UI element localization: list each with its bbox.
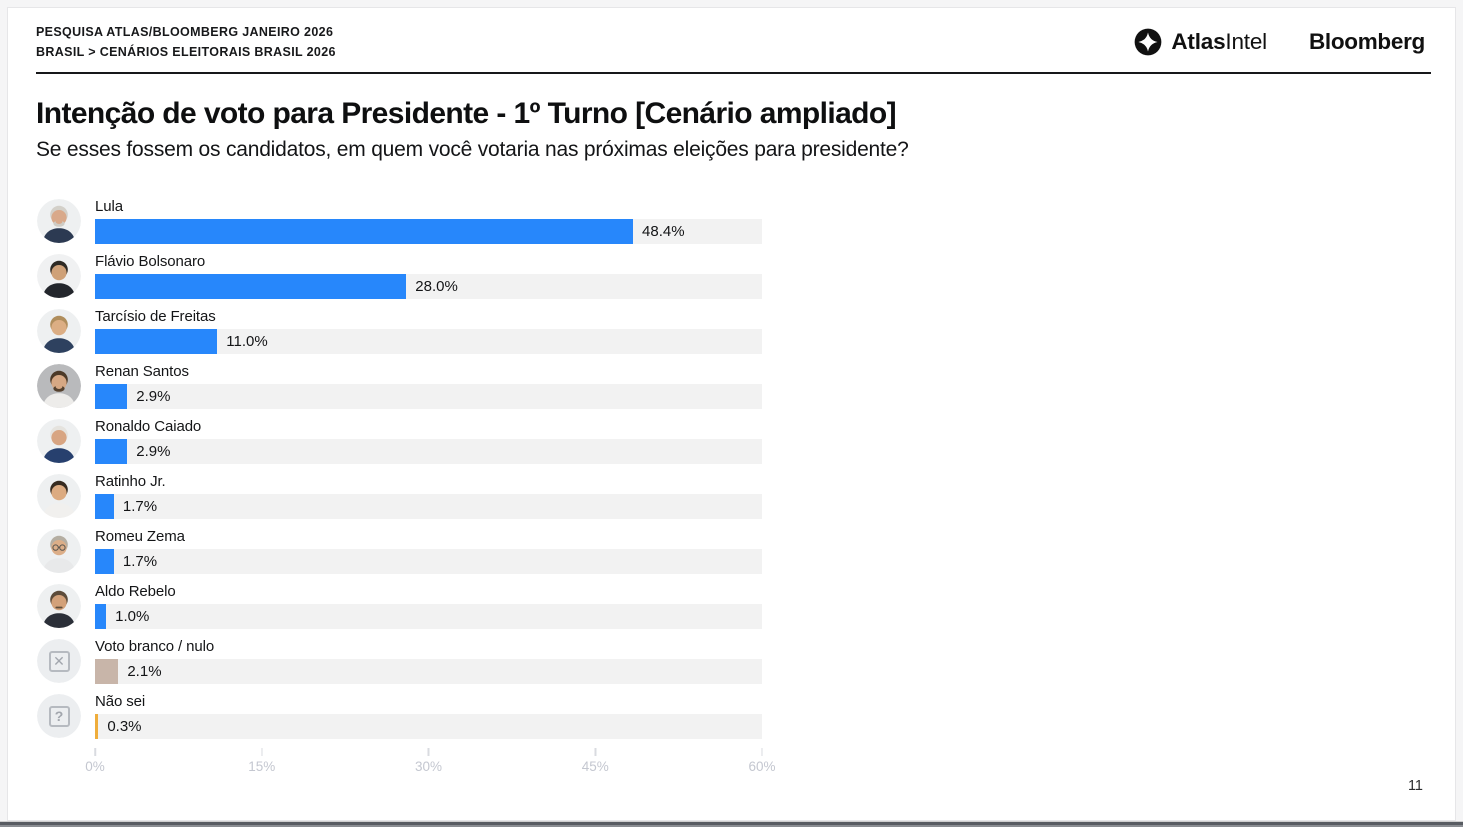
- tick-label: 60%: [748, 759, 776, 774]
- atlasintel-wordmark-light: Intel: [1225, 29, 1267, 54]
- survey-surtitle-line1: PESQUISA ATLAS/BLOOMBERG JANEIRO 2026: [36, 25, 334, 39]
- lula-avatar: [37, 199, 81, 243]
- bar-track: 48.4%: [95, 219, 762, 244]
- bar-fill: [95, 549, 114, 574]
- bar-track: 2.9%: [95, 439, 762, 464]
- chart-row: Ratinho Jr. 1.7%: [37, 473, 772, 519]
- atlasintel-compass-icon: [1135, 28, 1162, 56]
- tick-label: 0%: [85, 759, 105, 774]
- tick-mark: [761, 748, 763, 756]
- header-divider: [36, 72, 1431, 74]
- brand-logos: AtlasIntel Bloomberg: [1134, 28, 1425, 56]
- bar-value-label: 0.3%: [107, 718, 142, 735]
- candidate-name-label: Ronaldo Caiado: [95, 418, 202, 435]
- x-axis-tick: 30%: [415, 748, 442, 774]
- bar-track: 11.0%: [95, 329, 762, 354]
- bar-track: 2.9%: [95, 384, 762, 409]
- bar-fill: [95, 659, 119, 684]
- page-header: PESQUISA ATLAS/BLOOMBERG JANEIRO 2026 BR…: [36, 22, 1431, 62]
- bar-track: 2.1%: [95, 659, 762, 684]
- bar-value-label: 28.0%: [415, 278, 458, 295]
- x-axis: 0% 15% 30% 45% 60%: [85, 748, 776, 782]
- bar-value-label: 2.9%: [136, 443, 171, 460]
- page-number: 11: [1407, 778, 1423, 794]
- bar-value-label: 11.0%: [226, 333, 268, 350]
- window-bottom-edge: [0, 821, 1463, 827]
- tick-label: 15%: [248, 759, 276, 774]
- candidate-name-label: Ratinho Jr.: [95, 473, 166, 490]
- bar-fill: [95, 384, 128, 409]
- bloomberg-logo: Bloomberg: [1308, 29, 1425, 54]
- bar-fill: [95, 219, 634, 244]
- bar-value-label: 2.1%: [127, 663, 162, 680]
- chart-row: ✕ Voto branco / nulo 2.1%: [37, 638, 772, 684]
- report-page: PESQUISA ATLAS/BLOOMBERG JANEIRO 2026 BR…: [7, 7, 1456, 821]
- candidate-name-label: Não sei: [95, 693, 146, 710]
- renan-santos-avatar: [37, 364, 81, 408]
- bar-fill: [95, 329, 218, 354]
- chart-row: Aldo Rebelo 1.0%: [37, 583, 772, 629]
- voting-intention-bar-chart: Lula 48.4% Flávio Bolsonaro 28.0% Tarcís…: [37, 198, 776, 782]
- page-title: Intenção de voto para Presidente - 1º Tu…: [36, 97, 897, 130]
- candidate-name-label: Renan Santos: [95, 363, 189, 380]
- bar-value-label: 2.9%: [136, 388, 171, 405]
- candidate-name-label: Romeu Zema: [95, 528, 185, 545]
- bar-track: 1.7%: [95, 549, 762, 574]
- bar-value-label: 48.4%: [642, 223, 685, 240]
- flavio-bolsonaro-avatar: [37, 254, 81, 298]
- romeu-zema-avatar: [37, 529, 81, 573]
- candidate-name-label: Voto branco / nulo: [95, 638, 215, 655]
- bar-track: 0.3%: [95, 714, 762, 739]
- tick-mark: [427, 748, 430, 756]
- survey-breadcrumb: BRASIL > CENÁRIOS ELEITORAIS BRASIL 2026: [36, 45, 336, 59]
- atlasintel-logo: AtlasIntel: [1134, 28, 1267, 56]
- bar-value-label: 1.0%: [115, 608, 150, 625]
- x-axis-tick: 0%: [85, 748, 105, 774]
- atlasintel-wordmark: AtlasIntel: [1171, 29, 1267, 55]
- blank-null-vote-icon: ✕: [37, 639, 81, 683]
- tarcisio-de-freitas-avatar: [37, 309, 81, 353]
- candidate-name-label: Tarcísio de Freitas: [95, 308, 216, 325]
- ronaldo-caiado-avatar: [37, 419, 81, 463]
- x-axis-tick: 60%: [748, 748, 776, 774]
- candidate-name-label: Flávio Bolsonaro: [95, 253, 206, 270]
- tick-label: 45%: [581, 759, 609, 774]
- bar-fill: [95, 439, 128, 464]
- tick-mark: [594, 748, 596, 756]
- tick-label: 30%: [414, 759, 443, 774]
- bar-fill: [95, 274, 407, 299]
- bar-track: 1.7%: [95, 494, 762, 519]
- chart-row: Lula 48.4%: [37, 198, 772, 244]
- x-axis-tick: 15%: [248, 748, 275, 774]
- candidate-name-label: Lula: [95, 198, 123, 215]
- x-axis-tick: 45%: [582, 748, 609, 774]
- aldo-rebelo-avatar: [37, 584, 81, 628]
- chart-row: Ronaldo Caiado 2.9%: [37, 418, 772, 464]
- bar-fill: [95, 714, 99, 739]
- page-subtitle: Se esses fossem os candidatos, em quem v…: [36, 138, 909, 161]
- bar-fill: [95, 494, 114, 519]
- tick-mark: [94, 748, 96, 756]
- ratinho-jr-avatar: [37, 474, 81, 518]
- chart-row: Tarcísio de Freitas 11.0%: [37, 308, 772, 354]
- bar-value-label: 1.7%: [122, 553, 158, 570]
- tick-mark: [261, 748, 263, 756]
- chart-row: ? Não sei 0.3%: [37, 693, 772, 739]
- bar-track: 28.0%: [95, 274, 762, 299]
- chart-row: Flávio Bolsonaro 28.0%: [37, 253, 772, 299]
- dont-know-icon: ?: [37, 694, 81, 738]
- bar-fill: [95, 604, 107, 629]
- chart-rows: Lula 48.4% Flávio Bolsonaro 28.0% Tarcís…: [37, 198, 772, 739]
- candidate-name-label: Aldo Rebelo: [95, 583, 176, 600]
- bar-value-label: 1.7%: [122, 498, 158, 515]
- chart-row: Renan Santos 2.9%: [37, 363, 772, 409]
- chart-row: Romeu Zema 1.7%: [37, 528, 772, 574]
- atlasintel-wordmark-bold: Atlas: [1171, 29, 1226, 54]
- bar-track: 1.0%: [95, 604, 762, 629]
